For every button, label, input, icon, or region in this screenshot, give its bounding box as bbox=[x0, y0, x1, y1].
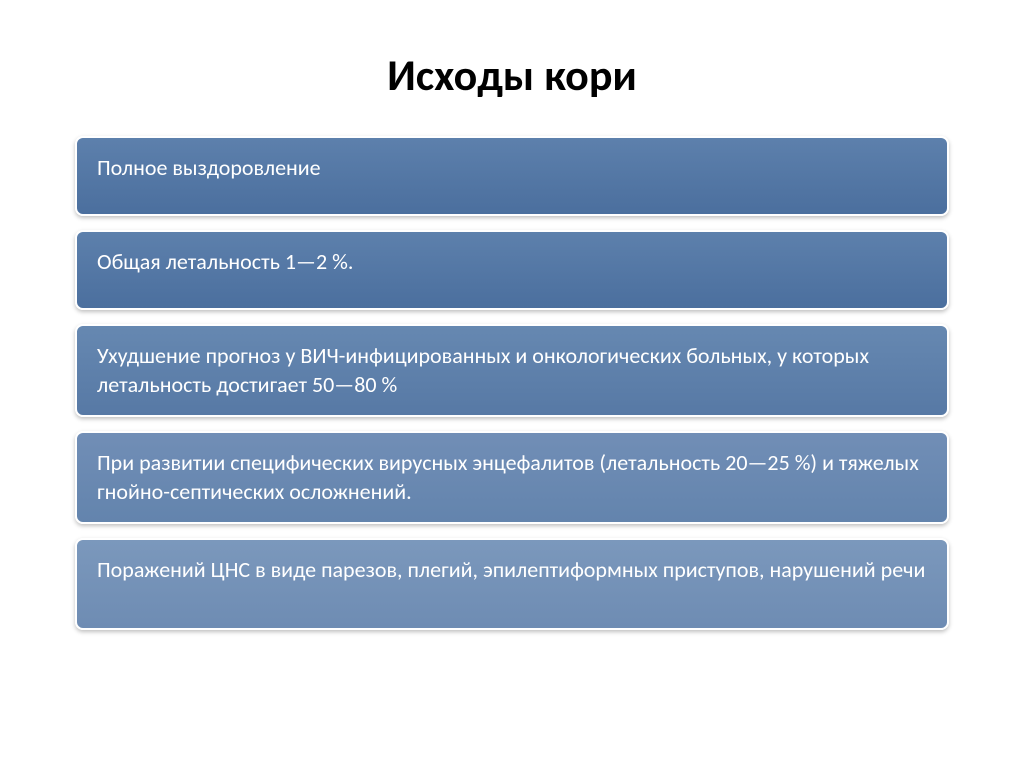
slide-title: Исходы кори bbox=[0, 0, 1024, 136]
outcome-text: При развитии специфических вирусных энце… bbox=[97, 449, 919, 505]
outcome-block: Поражений ЦНС в виде парезов, плегий, эп… bbox=[75, 538, 949, 630]
slide: Исходы кори Полное выздоровление Общая л… bbox=[0, 0, 1024, 767]
outcome-text: Поражений ЦНС в виде парезов, плегий, эп… bbox=[97, 556, 925, 583]
outcome-block: Общая летальность 1—2 %. bbox=[75, 230, 949, 310]
outcome-text: Общая летальность 1—2 %. bbox=[97, 248, 353, 275]
outcome-block: При развитии специфических вирусных энце… bbox=[75, 431, 949, 524]
outcome-block: Ухудшение прогноз у ВИЧ-инфицированных и… bbox=[75, 324, 949, 417]
outcome-block: Полное выздоровление bbox=[75, 136, 949, 216]
outcome-text: Полное выздоровление bbox=[97, 154, 321, 181]
outcome-text: Ухудшение прогноз у ВИЧ-инфицированных и… bbox=[97, 342, 869, 398]
outcome-list: Полное выздоровление Общая летальность 1… bbox=[75, 136, 949, 630]
